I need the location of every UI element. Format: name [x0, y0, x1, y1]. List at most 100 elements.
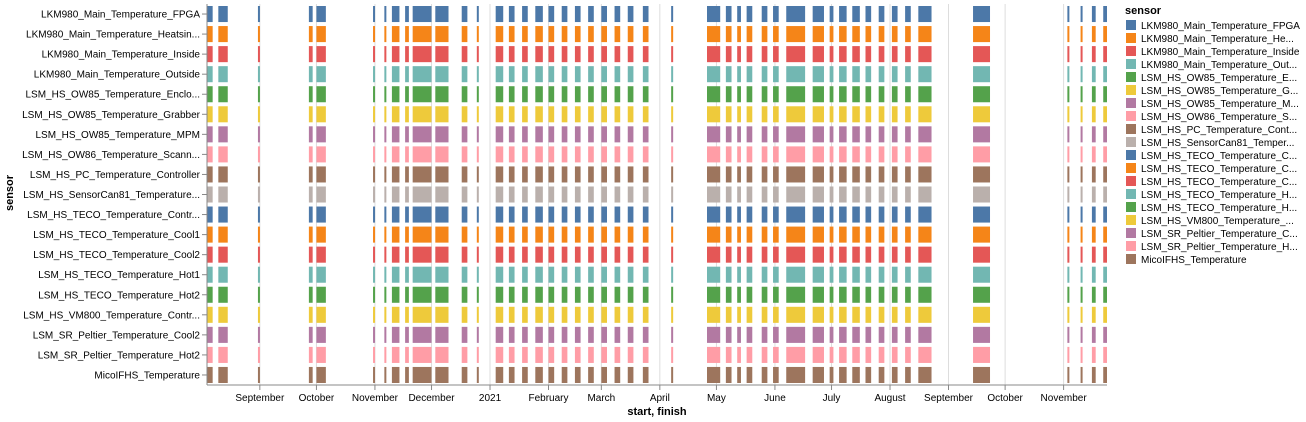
gantt-bar — [737, 266, 741, 283]
gantt-bar — [384, 106, 387, 123]
gantt-bar — [707, 26, 721, 43]
gantt-bar — [627, 66, 634, 83]
gantt-bar — [1103, 86, 1107, 103]
gantt-bar — [773, 126, 779, 143]
gantt-bar — [865, 286, 872, 303]
gantt-bar — [461, 166, 468, 183]
gantt-bar — [761, 246, 768, 263]
gantt-bar — [308, 326, 313, 343]
gantt-bar — [761, 186, 768, 203]
gantt-bar — [891, 266, 898, 283]
gantt-bar — [548, 246, 555, 263]
gantt-bar — [548, 26, 555, 43]
gantt-bar — [548, 346, 555, 363]
gantt-bar — [707, 6, 721, 23]
gantt-bar — [725, 286, 732, 303]
gantt-bar — [1067, 306, 1070, 323]
gantt-bar — [737, 326, 741, 343]
gantt-bar — [412, 106, 432, 123]
gantt-bar — [373, 186, 376, 203]
gantt-bar — [918, 86, 932, 103]
gantt-bar — [548, 6, 555, 23]
gantt-bar — [391, 206, 400, 223]
gantt-bar — [508, 286, 515, 303]
gantt-bar — [461, 186, 468, 203]
gantt-bar — [522, 46, 528, 63]
gantt-bar — [671, 226, 674, 243]
gantt-bar — [773, 266, 779, 283]
x-tick-label: 2021 — [479, 393, 502, 404]
gantt-bar — [671, 366, 674, 383]
gantt-bar — [761, 166, 768, 183]
gantt-bar — [548, 226, 555, 243]
gantt-bar — [1103, 266, 1107, 283]
gantt-bar — [1091, 266, 1096, 283]
gantt-bar — [561, 86, 568, 103]
gantt-bar — [522, 226, 528, 243]
gantt-bar — [627, 146, 634, 163]
gantt-bar — [476, 46, 479, 63]
gantt-bar — [548, 86, 555, 103]
gantt-bar — [308, 226, 313, 243]
gantt-bar — [391, 6, 400, 23]
gantt-bar — [865, 266, 872, 283]
gantt-bar — [614, 346, 621, 363]
gantt-bar — [839, 286, 847, 303]
gantt-bar — [746, 346, 753, 363]
gantt-bar — [384, 226, 387, 243]
gantt-bar — [405, 246, 409, 263]
gantt-bar — [405, 346, 409, 363]
gantt-bar — [891, 246, 898, 263]
gantt-bar — [707, 86, 721, 103]
gantt-bar — [671, 106, 674, 123]
gantt-bar — [405, 206, 409, 223]
gantt-bar — [878, 226, 885, 243]
gantt-bar — [812, 106, 824, 123]
gantt-bar — [1067, 186, 1070, 203]
y-axis-title: sensor — [4, 174, 16, 211]
gantt-bar — [746, 106, 753, 123]
gantt-bar — [614, 46, 621, 63]
gantt-bar — [601, 146, 607, 163]
gantt-bar — [476, 266, 479, 283]
gantt-bar — [891, 106, 898, 123]
gantt-bar — [737, 186, 741, 203]
gantt-bar — [812, 286, 824, 303]
gantt-bar — [614, 226, 621, 243]
gantt-bar — [461, 266, 468, 283]
gantt-bar — [508, 106, 515, 123]
gantt-bar — [773, 66, 779, 83]
gantt-bar — [786, 86, 806, 103]
gantt-bar — [918, 66, 932, 83]
gantt-bar — [384, 266, 387, 283]
gantt-bar — [725, 106, 732, 123]
gantt-bar — [786, 146, 806, 163]
gantt-bar — [461, 226, 468, 243]
gantt-bar — [495, 286, 504, 303]
gantt-bar — [435, 106, 449, 123]
gantt-bar — [495, 146, 504, 163]
gantt-bar — [207, 306, 213, 323]
gantt-bar — [412, 26, 432, 43]
gantt-bar — [588, 306, 594, 323]
x-axis-title: start, finish — [627, 406, 687, 418]
x-tick-label: February — [529, 393, 569, 404]
gantt-bar — [257, 326, 260, 343]
gantt-bar — [561, 366, 568, 383]
legend-item-label: MicoIFHS_Temperature — [1141, 255, 1247, 266]
gantt-bar — [725, 66, 732, 83]
gantt-bar — [918, 326, 932, 343]
gantt-bar — [601, 26, 607, 43]
gantt-bar — [761, 326, 768, 343]
gantt-bar — [865, 246, 872, 263]
gantt-bar — [905, 266, 911, 283]
gantt-bar — [725, 246, 732, 263]
y-tick-label: MicoIFHS_Temperature — [94, 370, 200, 381]
gantt-bar — [627, 266, 634, 283]
gantt-bar — [852, 306, 860, 323]
legend-item-label: LSM_HS_OW85_Temperature_M... — [1141, 99, 1299, 110]
gantt-bar — [891, 186, 898, 203]
gantt-bar — [588, 46, 594, 63]
legend-swatch — [1126, 98, 1136, 108]
gantt-bar — [535, 106, 543, 123]
